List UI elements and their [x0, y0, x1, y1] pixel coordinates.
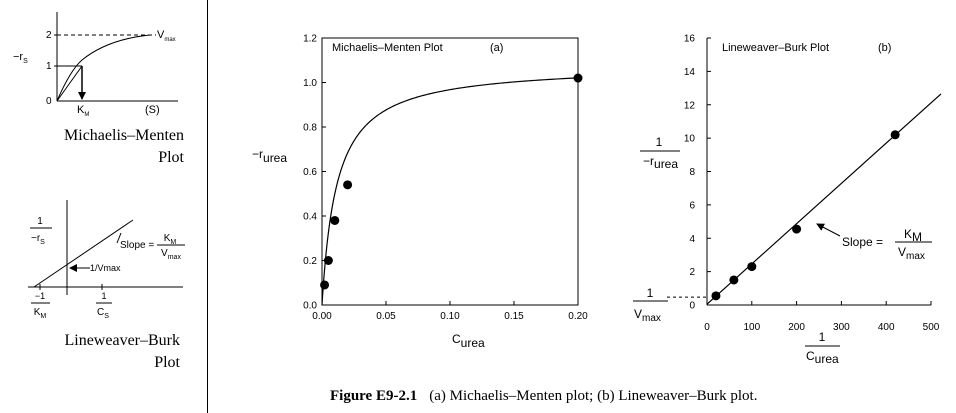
chart-b-data-point [890, 130, 900, 140]
chart-a-data-point [330, 215, 340, 225]
chart-a-x-tick-label: 0.15 [504, 311, 524, 322]
chart-b-x-tick-label: 300 [833, 322, 850, 333]
mm-schematic-x-label: (S) [145, 104, 160, 116]
chart-a-data-point [320, 280, 330, 290]
chart-b-slope-arrow [816, 223, 841, 237]
figure-caption: Figure E9-2.1 (a) Michaelis–Menten plot; … [330, 388, 757, 404]
chart-a-data-point [343, 180, 353, 190]
lb-schematic-x-axis-num: 1 [101, 291, 106, 301]
lb-schematic-slope-den: Vmax [161, 248, 181, 261]
chart-a-title: Michaelis–Menten Plot [332, 42, 443, 54]
chart-a-y-tick-label: 0.2 [303, 256, 317, 267]
lb-schematic-caption-line2: Plot [154, 354, 180, 371]
lb-schematic-x-axis-den: CS [97, 307, 109, 320]
chart-a-x-tick-label: 0.05 [376, 311, 396, 322]
mm-schematic-y-tick-1: 1 [46, 61, 52, 72]
lb-schematic-y-num: 1 [37, 216, 43, 227]
chart-b-x-tick-label: 500 [923, 322, 940, 333]
chart-b-title: Lineweaver–Burk Plot [722, 42, 829, 54]
chart-a-data-point [323, 256, 333, 265]
chart-a-y-tick-label: 1.2 [303, 34, 317, 45]
chart-a-y-tick-label: 0.6 [303, 167, 317, 178]
chart-a-plot-frame [321, 37, 579, 306]
chart-b-slope-num: KM [904, 227, 922, 244]
mm-schematic-diagonal [56, 65, 83, 102]
chart-b-intercept-den: Vmax [634, 307, 661, 324]
figure-caption-text: (a) Michaelis–Menten plot; (b) Lineweave… [429, 388, 757, 404]
chart-b-y-tick-label: 0 [689, 301, 695, 312]
lb-schematic-y-den: −rS [31, 233, 45, 246]
chart-a-points [320, 73, 583, 290]
lb-schematic-line [33, 219, 134, 288]
chart-b-slope-den: Vmax [898, 245, 925, 262]
mm-schematic-km-label: KM [77, 104, 89, 118]
chart-a-y-label: −rurea [252, 147, 287, 165]
chart-a-fit-curve [321, 77, 579, 306]
chart-b-data-point [792, 224, 802, 234]
chart-a-x-tick-label: 0.10 [440, 311, 460, 322]
chart-b-x-tick-label: 0 [704, 322, 710, 333]
mm-schematic-caption-line2: Plot [158, 149, 184, 166]
chart-b-panel-tag: (b) [878, 42, 891, 54]
chart-a-x-tick-label: 0.20 [568, 311, 588, 322]
lb-schematic: 1 −rS Slope = KM Vmax 1/Vmax −1 KM 1 CS … [28, 200, 185, 371]
chart-b-y-tick-label: 10 [684, 134, 696, 145]
chart-b-y-tick-label: 6 [689, 200, 695, 211]
lb-schematic-intercept-label: 1/Vmax [90, 263, 121, 273]
chart-a-x-tick-label: 0.00 [312, 311, 332, 322]
chart-b-x-tick-label: 200 [788, 322, 805, 333]
mm-schematic: 2 1 0 −rS Vmax KM (S) Michaelis–Menten P… [13, 12, 185, 166]
mm-schematic-caption-line1: Michaelis–Menten [64, 127, 184, 144]
mm-schematic-curve [56, 34, 151, 102]
chart-b-y-tick-label: 8 [689, 167, 695, 178]
chart-b-fit-line [706, 93, 942, 305]
chart-b-slope-text: Slope = [842, 235, 883, 249]
lb-schematic-slope-text: Slope = [120, 240, 154, 251]
chart-b-x-label-num: 1 [819, 330, 826, 344]
chart-a-y-tick-label: 0.4 [303, 212, 317, 223]
mm-schematic-y-tick-2: 2 [46, 30, 52, 41]
chart-b-y-tick-label: 14 [684, 67, 696, 78]
chart-b-y-tick-label: 4 [689, 234, 695, 245]
chart-a-panel-tag: (a) [490, 42, 503, 54]
chart-b-x-label-den: Curea [806, 349, 839, 366]
chart-b-data-point [747, 262, 757, 272]
chart-b-x-tick-label: 100 [743, 322, 760, 333]
chart-a-data-point [573, 73, 583, 83]
chart-b-points [711, 130, 900, 301]
lb-schematic-caption-line1: Lineweaver–Burk [64, 332, 180, 349]
lb-schematic-slope-num: KM [164, 233, 177, 246]
sidebar-divider [207, 0, 208, 413]
chart-b-x-tick-label: 400 [878, 322, 895, 333]
chart-b-ticks: 0 100 200 300 400 500 0 2 4 6 8 10 12 14 16 [684, 34, 940, 334]
chart-a-y-tick-label: 1.0 [303, 78, 317, 89]
chart-a-y-tick-label: 0.8 [303, 123, 317, 134]
chart-a-x-label: Curea [452, 332, 485, 350]
chart-b-y-tick-label: 2 [689, 267, 695, 278]
chart-b-intercept-num: 1 [647, 286, 654, 300]
chart-b-y-label-num: 1 [656, 135, 663, 149]
lb-schematic-x-int-den: KM [34, 307, 47, 320]
chart-b-y-tick-label: 12 [684, 100, 696, 111]
chart-b-data-point [729, 275, 739, 285]
figure-caption-label: Figure E9-2.1 [330, 388, 417, 404]
mm-schematic-y-label: −rS [13, 51, 28, 65]
lb-schematic-x-int-num: −1 [35, 291, 45, 301]
chart-b-y-label-den: −rurea [643, 154, 678, 171]
chart-b-data-point [711, 291, 721, 301]
chart-b-y-tick-label: 16 [684, 34, 696, 45]
lb-schematic-slope-pointer [116, 232, 122, 244]
mm-schematic-y-tick-0: 0 [46, 96, 52, 107]
chart-a-y-tick-label: 0.0 [303, 301, 317, 312]
mm-schematic-vmax-label: Vmax [157, 29, 176, 43]
chart-a: 0.00 0.05 0.10 0.15 0.20 0.0 0.2 0.4 0.6 0.8 1.0 1.… [252, 34, 588, 351]
chart-a-ticks: 0.00 0.05 0.10 0.15 0.20 0.0 0.2 0.4 0.6 0.8 1.0 1.… [303, 34, 588, 323]
chart-b: 0 100 200 300 400 500 0 2 4 6 8 10 12 14 16 Lineweaver… [633, 34, 942, 366]
